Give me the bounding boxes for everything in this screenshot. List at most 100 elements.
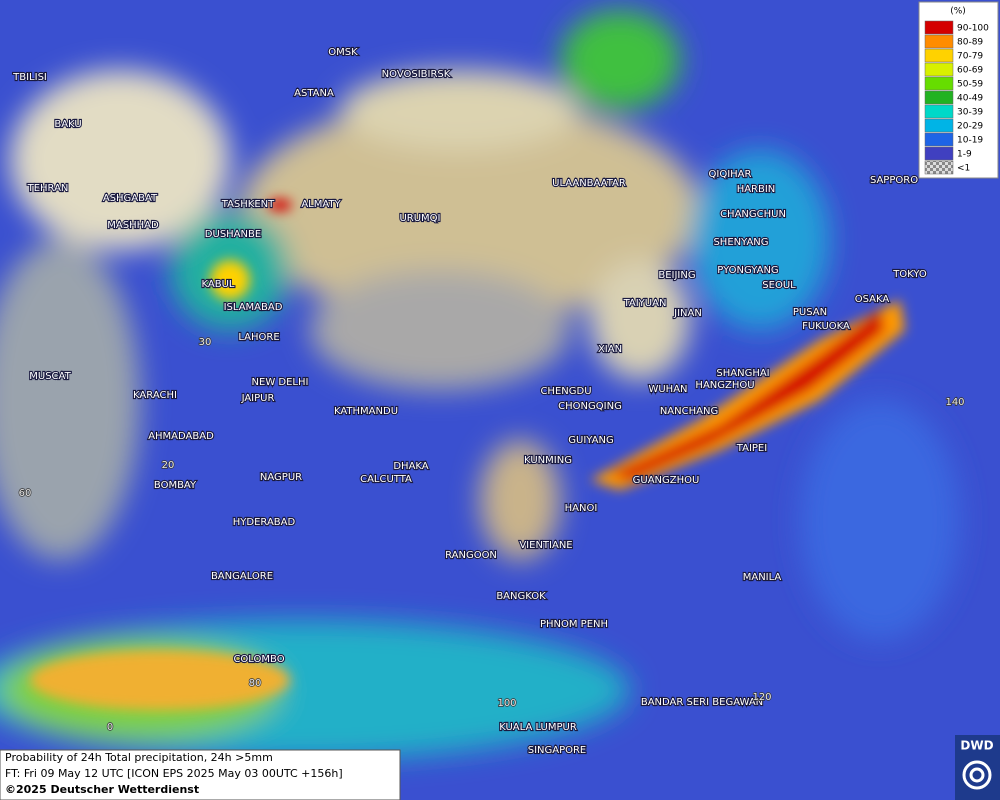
city-label: CHANGCHUN (720, 209, 786, 220)
legend-label: 40-49 (957, 94, 983, 104)
legend-swatch (924, 62, 954, 77)
city-label: NANCHANG (660, 406, 718, 417)
city-labels: OMSK NOVOSIBIRSK ASTANA TBILISI BAKU TEHRAN AS… (11, 46, 928, 757)
footer-time: FT: Fri 09 May 12 UTC [ICON EPS 2025 May… (5, 767, 343, 780)
city-label: OMSK (328, 47, 358, 58)
city-label: CHENGDU (540, 386, 591, 397)
legend-swatch (924, 146, 954, 161)
city-label: TOKYO (892, 269, 927, 280)
city-label: XIAN (598, 344, 622, 355)
city-label: BANGALORE (211, 571, 273, 582)
city-label: GUIYANG (568, 435, 613, 446)
legend-swatch (924, 34, 954, 49)
city-label: SINGAPORE (528, 745, 587, 756)
city-label: PYONGYANG (717, 265, 778, 276)
city-label: PHNOM PENH (540, 619, 608, 630)
city-label: SEOUL (762, 280, 796, 291)
legend-swatch (924, 76, 954, 91)
grid-label: 140 (945, 397, 964, 408)
grid-label: 100 (497, 698, 516, 709)
legend-swatch (924, 132, 954, 147)
city-label: SHANGHAI (716, 368, 769, 379)
logo: DWD (955, 735, 1000, 800)
city-label: BANDAR SERI BEGAWAN (641, 697, 763, 708)
city-label: HANOI (565, 503, 598, 514)
city-label: KUNMING (524, 455, 572, 466)
city-label: WUHAN (648, 384, 687, 395)
city-label: KUALA LUMPUR (499, 722, 577, 733)
legend-label: 30-39 (957, 108, 983, 118)
city-label: CHONGQING (558, 401, 622, 412)
legend-label: 60-69 (957, 66, 983, 76)
city-label: KATHMANDU (334, 406, 398, 417)
city-label: DHAKA (393, 461, 428, 472)
city-label: JAIPUR (241, 393, 275, 404)
city-label: OSAKA (855, 294, 890, 305)
legend-label: 90-100 (957, 24, 989, 34)
legend-label: 20-29 (957, 122, 983, 132)
city-label: HARBIN (737, 184, 776, 195)
grid-labels: 30 20 60 80 0 100 120 140 (18, 336, 965, 734)
legend-title: (%) (950, 7, 966, 17)
city-label: BEIJING (658, 270, 695, 281)
city-label: TBILISI (12, 72, 47, 83)
legend-swatch (924, 48, 954, 63)
city-label: QIQIHAR (709, 169, 752, 180)
footer-copyright: ©2025 Deutscher Wetterdienst (5, 783, 199, 796)
city-label: COLOMBO (233, 654, 284, 665)
city-label: TASHKENT (221, 199, 275, 210)
city-label: SAPPORO (870, 175, 918, 186)
city-label: TEHRAN (27, 183, 69, 194)
city-label: MUSCAT (29, 371, 71, 382)
city-label: DUSHANBE (205, 229, 261, 240)
city-label: ASTANA (294, 88, 334, 99)
city-label: MANILA (743, 572, 782, 583)
city-label: NAGPUR (260, 472, 302, 483)
city-label: CALCUTTA (360, 474, 412, 485)
legend-swatch (924, 160, 954, 175)
logo-text: DWD (960, 739, 993, 753)
city-label: TAIYUAN (623, 298, 667, 309)
city-label: KARACHI (133, 390, 177, 401)
city-label: ALMATY (301, 199, 341, 210)
city-label: RANGOON (445, 550, 497, 561)
city-label: KABUL (202, 279, 235, 290)
legend-swatch (924, 90, 954, 105)
city-label: BANGKOK (496, 591, 546, 602)
city-label: VIENTIANE (519, 540, 572, 551)
legend-label: 70-79 (957, 52, 983, 62)
legend-swatch (924, 20, 954, 35)
city-label: BAKU (54, 119, 81, 130)
grid-label: 60 (19, 488, 32, 499)
grid-label: 20 (162, 460, 175, 471)
city-label: FUKUOKA (802, 321, 850, 332)
footer-title: Probability of 24h Total precipitation, … (5, 751, 273, 764)
legend-swatch (924, 118, 954, 133)
legend-swatch (924, 104, 954, 119)
city-label: HANGZHOU (695, 380, 754, 391)
legend-label: 10-19 (957, 136, 983, 146)
city-label: LAHORE (238, 332, 279, 343)
legend-label: 1-9 (957, 150, 972, 160)
grid-label: 80 (249, 678, 262, 689)
city-label: MASHHAD (107, 220, 159, 231)
grid-label: 120 (752, 692, 771, 703)
city-label: TAIPEI (736, 443, 767, 454)
grid-label: 30 (199, 337, 212, 348)
city-label: ISLAMABAD (224, 302, 283, 313)
city-label: SHENYANG (713, 237, 768, 248)
city-label: NEW DELHI (252, 377, 309, 388)
city-label: BOMBAY (154, 480, 197, 491)
city-label: NOVOSIBIRSK (382, 69, 451, 80)
city-label: HYDERABAD (233, 517, 296, 528)
legend-label: <1 (957, 164, 970, 174)
city-label: ULAANBAATAR (552, 178, 626, 189)
legend: (%) 90-100 80-89 70-79 60-69 50-59 40-49 30-39… (918, 1, 999, 179)
city-label: AHMADABAD (148, 431, 214, 442)
legend-label: 80-89 (957, 38, 983, 48)
city-label: ASHGABAT (103, 193, 158, 204)
legend-label: 50-59 (957, 80, 983, 90)
footer: Probability of 24h Total precipitation, … (0, 749, 401, 800)
